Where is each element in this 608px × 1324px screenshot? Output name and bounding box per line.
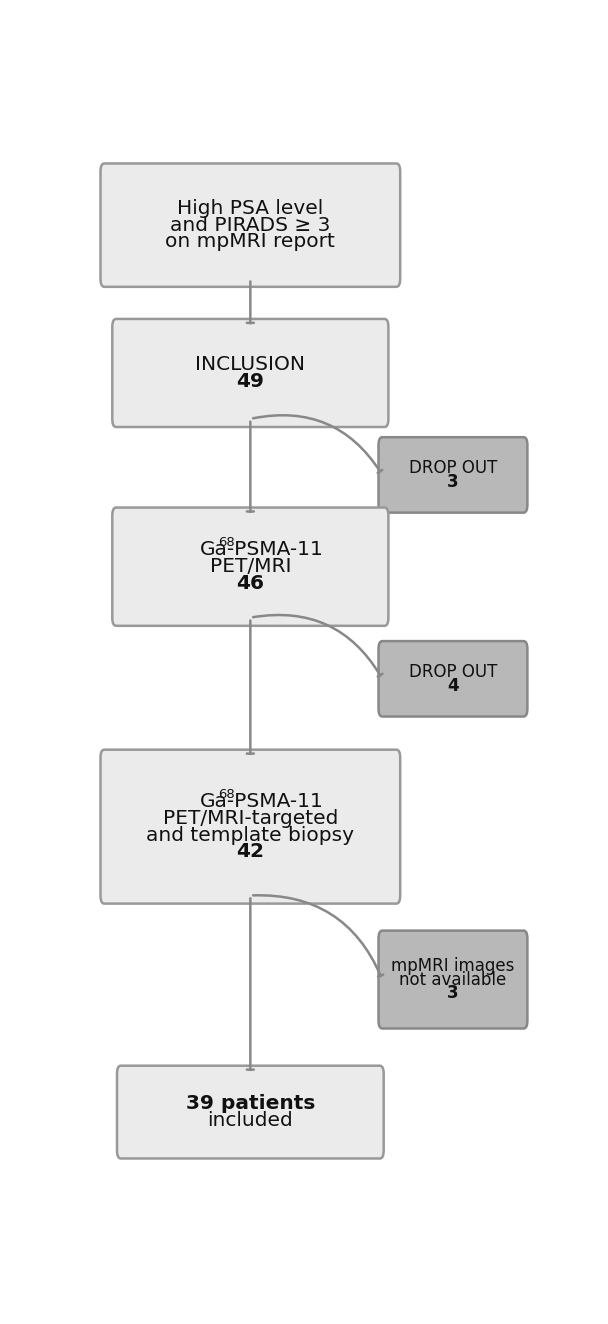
FancyBboxPatch shape <box>112 319 389 428</box>
Text: 68: 68 <box>218 536 234 549</box>
Text: INCLUSION: INCLUSION <box>195 355 305 375</box>
Text: Ga-PSMA-11: Ga-PSMA-11 <box>200 792 324 812</box>
Text: PET/MRI-targeted: PET/MRI-targeted <box>163 809 338 828</box>
Text: mpMRI images: mpMRI images <box>392 957 514 974</box>
Text: 46: 46 <box>237 573 264 593</box>
FancyBboxPatch shape <box>379 931 527 1029</box>
Text: 3: 3 <box>447 985 459 1002</box>
Text: and template biopsy: and template biopsy <box>147 825 354 845</box>
Text: and PIRADS ≥ 3: and PIRADS ≥ 3 <box>170 216 331 234</box>
Text: included: included <box>207 1111 293 1129</box>
Text: DROP OUT: DROP OUT <box>409 459 497 477</box>
Text: 39 patients: 39 patients <box>185 1094 315 1113</box>
Text: not available: not available <box>399 970 506 989</box>
FancyBboxPatch shape <box>100 163 400 287</box>
Text: 49: 49 <box>237 372 264 391</box>
FancyBboxPatch shape <box>379 641 527 716</box>
Text: 4: 4 <box>447 677 459 695</box>
Text: 42: 42 <box>237 842 264 861</box>
FancyBboxPatch shape <box>117 1066 384 1158</box>
Text: 3: 3 <box>447 473 459 491</box>
Text: High PSA level: High PSA level <box>177 199 323 218</box>
Text: Ga-PSMA-11: Ga-PSMA-11 <box>200 540 324 560</box>
FancyBboxPatch shape <box>112 507 389 626</box>
FancyBboxPatch shape <box>379 437 527 512</box>
Text: PET/MRI: PET/MRI <box>210 557 291 576</box>
Text: 68: 68 <box>218 788 234 801</box>
Text: on mpMRI report: on mpMRI report <box>165 233 335 252</box>
FancyBboxPatch shape <box>100 749 400 903</box>
Text: DROP OUT: DROP OUT <box>409 663 497 681</box>
